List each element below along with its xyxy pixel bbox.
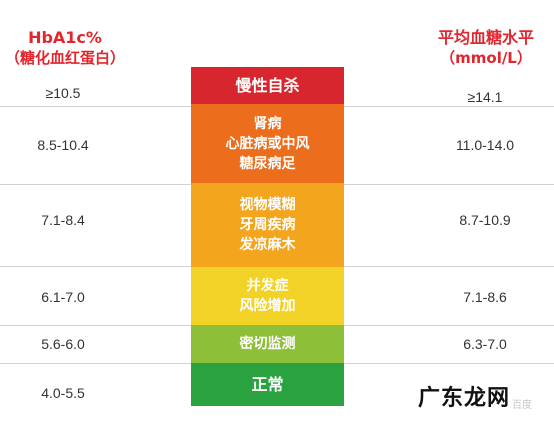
header-glucose-title: 平均血糖水平 [437, 28, 534, 47]
watermark: 广东龙网 百度 [418, 380, 548, 416]
glucose-value: 11.0-14.0 [455, 137, 515, 153]
hba1c-value: ≥10.5 [45, 85, 81, 101]
risk-label: 发凉麻木 [239, 237, 296, 253]
risk-label: 糖尿病足 [239, 155, 296, 172]
risk-label: 慢性自杀 [235, 75, 300, 95]
hba1c-value: 4.0-5.5 [41, 385, 85, 401]
watermark-text: 广东龙网 [418, 385, 511, 411]
glucose-value: ≥14.1 [467, 89, 503, 105]
risk-label: 风险增加 [239, 298, 296, 314]
risk-label: 并发症 [246, 278, 289, 294]
risk-label: 心脏病或中风 [225, 135, 310, 152]
hba1c-value: 5.6-6.0 [41, 336, 85, 352]
risk-segment-danger: 慢性自杀 [191, 67, 344, 104]
header-hba1c-subtitle: （糖化血红蛋白） [4, 49, 125, 67]
header-hba1c: HbA1c% （糖化血红蛋白） [0, 28, 130, 68]
risk-label: 视物模糊 [239, 197, 296, 213]
hba1c-value: 8.5-10.4 [37, 137, 89, 153]
header-glucose-subtitle: （mmol/L） [440, 49, 532, 67]
glucose-value: 6.3-7.0 [463, 336, 507, 352]
risk-level-bar: 慢性自杀 肾病 心脏病或中风 糖尿病足 视物模糊 牙周疾病 发凉麻木 并发症 风… [191, 67, 344, 406]
risk-segment-watch: 密切监测 [191, 325, 344, 363]
header-hba1c-title: HbA1c% [28, 28, 102, 47]
watermark-sub: 百度 [512, 400, 532, 411]
glucose-value: 7.1-8.6 [463, 289, 507, 305]
header-glucose: 平均血糖水平 （mmol/L） [418, 28, 554, 68]
risk-segment-elevated: 视物模糊 牙周疾病 发凉麻木 [191, 183, 344, 267]
risk-label: 牙周疾病 [239, 217, 296, 233]
hba1c-value: 6.1-7.0 [41, 289, 85, 305]
risk-label: 正常 [251, 374, 284, 394]
risk-segment-high: 肾病 心脏病或中风 糖尿病足 [191, 104, 344, 183]
risk-segment-moderate: 并发症 风险增加 [191, 267, 344, 325]
glucose-value: 8.7-10.9 [459, 212, 511, 228]
risk-label: 肾病 [253, 115, 282, 132]
hba1c-value: 7.1-8.4 [41, 212, 85, 228]
risk-label: 密切监测 [239, 336, 296, 352]
risk-segment-normal: 正常 [191, 363, 344, 406]
